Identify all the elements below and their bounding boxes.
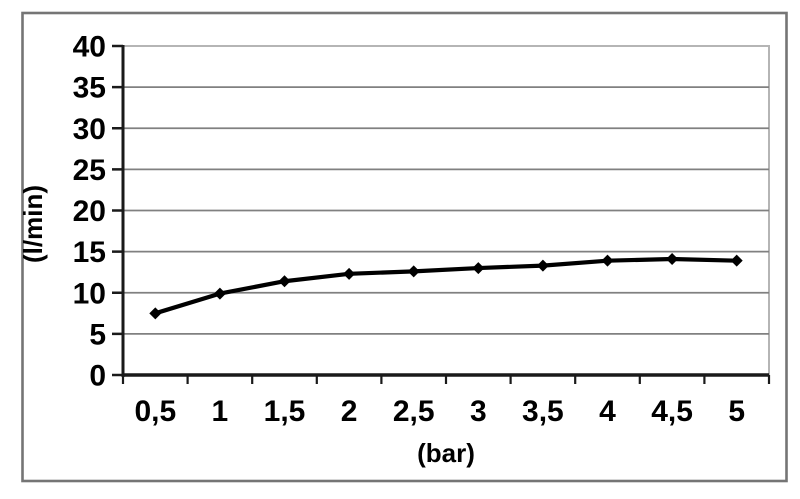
y-tick-label-30: 30 [73, 113, 106, 146]
x-tick-label-6: 3,5 [522, 395, 564, 428]
series-line [153, 256, 739, 316]
y-tick-label-20: 20 [73, 195, 106, 228]
x-tick-label-5: 3 [470, 395, 487, 428]
y-tick-label-0: 0 [89, 360, 106, 393]
x-tick-label-9: 5 [728, 395, 745, 428]
y-tick-label-35: 35 [73, 72, 106, 105]
x-tick-label-1: 1 [212, 395, 229, 428]
series-marker-2 [278, 275, 291, 288]
y-tick-label-15: 15 [73, 236, 106, 269]
chart-border [21, 11, 788, 483]
y-tick-label-25: 25 [73, 154, 106, 187]
series-marker-3 [343, 267, 356, 280]
x-tick-label-4: 2,5 [393, 395, 435, 428]
series-marker-6 [536, 259, 549, 272]
x-tick-label-2: 1,5 [264, 395, 306, 428]
series-marker-8 [666, 253, 679, 266]
series-marker-4 [407, 265, 420, 278]
series-marker-7 [601, 254, 614, 267]
x-tick-label-8: 4,5 [651, 395, 693, 428]
y-tick-label-40: 40 [73, 31, 106, 64]
x-tick-label-7: 4 [599, 395, 616, 428]
series-marker-5 [472, 262, 485, 275]
x-tick-label-3: 2 [341, 395, 358, 428]
y-axis-title: (l/min) [18, 185, 48, 263]
x-axis-title: (bar) [417, 438, 475, 468]
series-marker-0 [149, 307, 162, 320]
x-tick-label-0: 0,5 [134, 395, 176, 428]
y-tick-label-5: 5 [89, 318, 106, 351]
series-marker-1 [213, 287, 226, 300]
series-marker-9 [730, 254, 743, 267]
y-tick-label-10: 10 [73, 277, 106, 310]
